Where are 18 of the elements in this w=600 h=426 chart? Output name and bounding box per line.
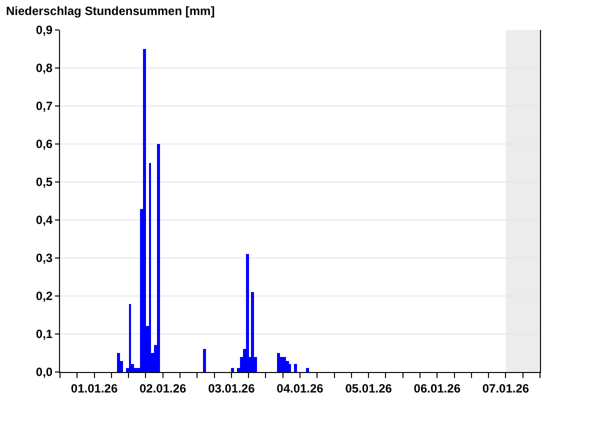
x-tick-label: 02.01.26 bbox=[140, 381, 187, 396]
y-tick-label: 0,5 bbox=[36, 175, 53, 190]
x-tick-label: 05.01.26 bbox=[345, 381, 392, 396]
y-tick-label: 0,8 bbox=[36, 61, 53, 76]
chart-title: Niederschlag Stundensummen [mm] bbox=[6, 4, 215, 18]
x-tick-label: 01.01.26 bbox=[70, 381, 118, 396]
y-tick-label: 0,3 bbox=[36, 251, 53, 266]
y-tick-label: 0,1 bbox=[36, 327, 53, 342]
y-tick-label: 0,6 bbox=[36, 137, 53, 152]
x-tick-label: 06.01.26 bbox=[414, 381, 461, 396]
x-tick-label: 07.01.26 bbox=[482, 381, 530, 396]
x-tick-label: 03.01.26 bbox=[208, 381, 256, 396]
y-tick-label: 0,0 bbox=[36, 365, 53, 380]
y-tick-label: 0,4 bbox=[36, 213, 53, 228]
y-tick-label: 0,9 bbox=[36, 23, 53, 38]
y-tick-label: 0,2 bbox=[36, 289, 53, 304]
x-tick-label: 04.01.26 bbox=[276, 381, 324, 396]
y-tick-label: 0,7 bbox=[36, 99, 53, 114]
